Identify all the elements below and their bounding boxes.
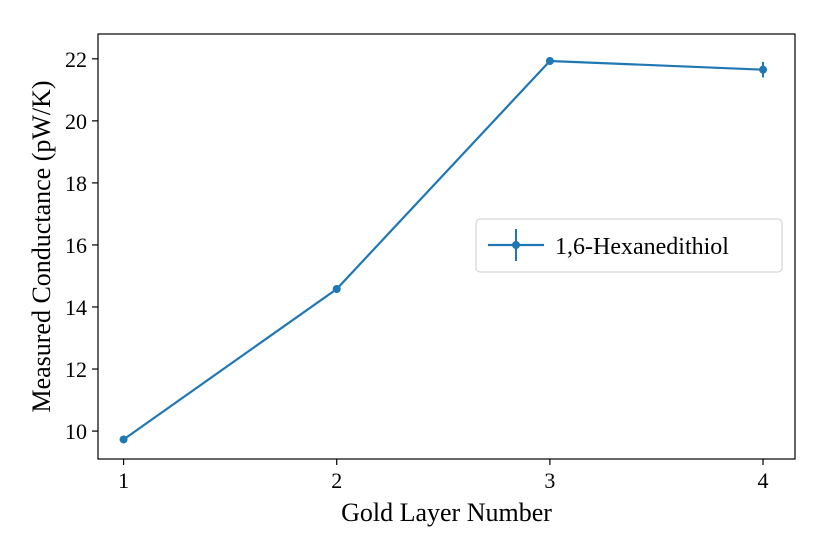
x-axis-ticks: 1 2 3 4 xyxy=(118,459,769,493)
y-tick-label: 14 xyxy=(65,295,87,320)
legend: 1,6-Hexanedithiol xyxy=(475,218,783,273)
x-axis-title: Gold Layer Number xyxy=(341,498,552,527)
x-tick-label: 1 xyxy=(118,468,129,493)
y-axis-title: Measured Conductance (pW/K) xyxy=(27,80,56,412)
legend-label: 1,6-Hexanedithiol xyxy=(555,234,729,260)
series-line xyxy=(122,59,764,441)
data-point xyxy=(119,435,128,444)
y-tick-label: 22 xyxy=(65,47,87,72)
y-tick-label: 16 xyxy=(65,233,87,258)
y-axis-ticks: 10 12 14 16 18 20 22 xyxy=(65,47,98,444)
data-point xyxy=(332,285,341,293)
legend-marker xyxy=(512,241,520,249)
x-tick-label: 4 xyxy=(758,468,769,493)
y-tick-label: 20 xyxy=(65,109,87,134)
legend-box xyxy=(475,218,783,273)
y-tick-label: 18 xyxy=(65,171,87,196)
y-tick-label: 10 xyxy=(65,419,87,444)
y-tick-label: 12 xyxy=(65,357,87,382)
data-point xyxy=(545,56,554,65)
data-point xyxy=(759,65,768,74)
x-tick-label: 3 xyxy=(544,468,555,493)
x-tick-label: 2 xyxy=(331,468,342,493)
series-layer xyxy=(119,56,768,444)
plot-frame xyxy=(97,33,796,460)
